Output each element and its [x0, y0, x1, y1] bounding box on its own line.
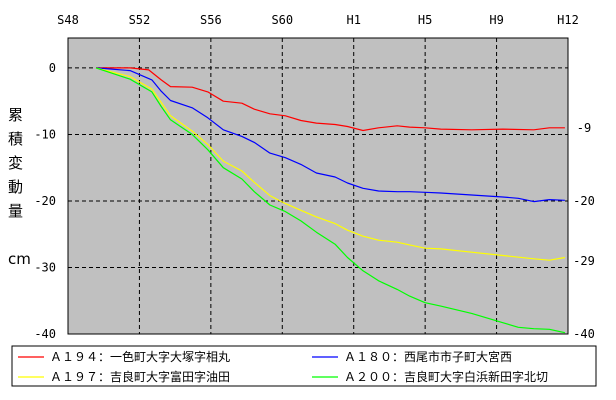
- series-line-2: [95, 67, 565, 203]
- legend-label-1: Ａ１９４：一色町大字大塚字相丸: [50, 349, 230, 364]
- series-line-4: [95, 67, 566, 334]
- grid-lines: [68, 38, 568, 334]
- legend-label-3: Ａ１９７：吉良町大字富田字油田: [50, 369, 230, 384]
- legend: Ａ１９４：一色町大字大塚字相丸 Ａ１８０：西尾市市子町大宮西 Ａ１９７：吉良町大字富…: [11, 345, 597, 387]
- x-tick-label: H9: [489, 13, 503, 27]
- y-axis-label-char: 積: [8, 130, 23, 148]
- x-tick-label: H12: [557, 13, 579, 27]
- y-tick-label: -30: [34, 260, 56, 274]
- x-tick-label: H5: [418, 13, 432, 27]
- series-line-3: [95, 67, 566, 261]
- y-unit-label: cm: [8, 250, 31, 268]
- legend-box: [11, 345, 597, 387]
- y-axis-label-char: 累: [8, 106, 23, 124]
- y-axis-label-char: 変: [8, 154, 23, 172]
- x-tick-labels: S48 S52 S56 S60 H1 H5 H9 H12: [57, 13, 579, 27]
- x-tick-label: S48: [57, 13, 79, 27]
- y-tick-label: -20: [34, 194, 56, 208]
- right-annotation-label: -40: [573, 327, 595, 341]
- series-lines: [95, 67, 566, 334]
- x-tick-label: H1: [346, 13, 360, 27]
- plot-background: [68, 38, 568, 334]
- y-tick-label: -40: [34, 327, 56, 341]
- series-line-1: [96, 67, 565, 132]
- x-tick-label: S56: [200, 13, 222, 27]
- y-axis-label-char: 動: [8, 178, 23, 196]
- y-tick-labels: 0 -10 -20 -30 -40: [34, 61, 56, 341]
- x-tick-label: S52: [129, 13, 151, 27]
- right-annotation-label: -9: [577, 121, 591, 135]
- y-axis-label-char: 量: [8, 202, 23, 220]
- plot-frame: [67, 37, 569, 335]
- legend-label-4: Ａ２００：吉良町大字白浜新田字北切: [344, 369, 548, 384]
- y-tick-label: 0: [49, 61, 56, 75]
- right-annotation-labels: -9 -20 -29 -40: [573, 121, 595, 341]
- legend-label-2: Ａ１８０：西尾市市子町大宮西: [344, 349, 512, 364]
- right-annotation-label: -29: [573, 254, 595, 268]
- y-tick-label: -10: [34, 127, 56, 141]
- x-tick-label: S60: [271, 13, 293, 27]
- right-annotation-label: -20: [573, 194, 595, 208]
